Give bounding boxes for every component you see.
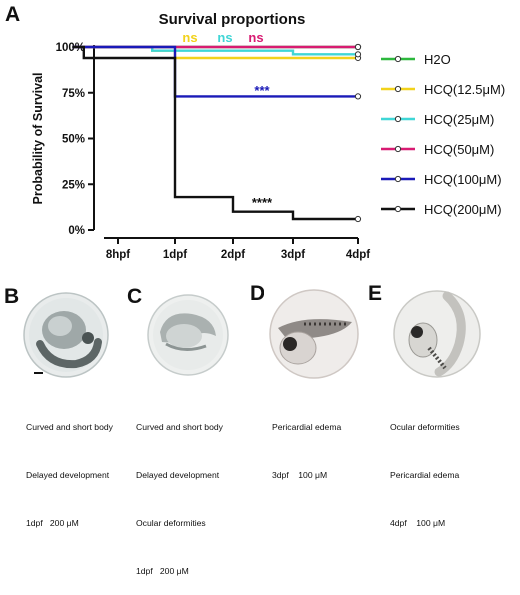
y-tick-label: 0% [68,225,85,237]
caption-line: Delayed development [26,470,110,480]
x-tick-label: 1dpf [163,249,187,261]
caption-line: Curved and short body [136,422,223,432]
y-tick-label: 25% [62,179,85,191]
x-tick-label: 3dpf [281,249,305,261]
caption-line: Ocular deformities [136,518,206,528]
series-line-6 [72,45,358,221]
caption-line: Delayed development [136,470,220,480]
embryo-photo-e [383,288,481,380]
panel-label-c: C [127,285,143,308]
legend-swatch-marker [394,175,402,183]
significance-label: ns [217,30,232,45]
caption-b: Curved and short body Delayed developmen… [26,387,113,547]
caption-line: Pericardial edema [272,422,342,432]
y-axis-label: Probability of Survival [31,73,45,205]
caption-line: 3dpf 100 μM [272,470,328,480]
legend-label: HCQ(12.5μM) [424,82,505,97]
series-end-marker [354,93,362,100]
embryo-photo-d [264,288,362,380]
caption-line: Curved and short body [26,422,113,432]
significance-label: ns [248,30,263,45]
legend-swatch-marker [394,115,402,123]
caption-line: Pericardial edema [390,470,460,480]
legend-swatch-marker [394,55,402,63]
legend-label: HCQ(200μM) [424,202,502,217]
panel-label-a: A [5,3,21,26]
caption-c: Curved and short body Delayed developmen… [136,387,223,595]
legend-swatch-marker [394,205,402,213]
panel-label-e: E [368,282,383,305]
legend-label: H2O [424,52,451,67]
legend-label: HCQ(100μM) [424,172,502,187]
panel-label-d: D [250,282,266,305]
chart-title: Survival proportions [159,11,306,28]
legend-label: HCQ(50μM) [424,142,494,157]
series-line-2 [72,45,358,60]
x-tick-label: 2dpf [221,249,245,261]
series-end-marker [354,215,362,223]
embryo-photo-c [144,292,242,380]
caption-line: 1dpf 200 μM [136,566,189,576]
legend-swatch-marker [394,85,402,93]
x-tick-label: 8hpf [106,249,130,261]
significance-label: ns [182,30,197,45]
y-tick-label: 50% [62,134,85,146]
x-tick-label: 4dpf [346,249,370,261]
caption-d: Pericardial edema 3dpf 100 μM [272,387,341,499]
significance-label: **** [252,195,273,210]
y-tick-label: 100% [56,42,85,54]
caption-line: Ocular deformities [390,422,460,432]
caption-line: 4dpf 100 μM [390,518,446,528]
significance-label: *** [254,83,270,98]
legend-label: HCQ(25μM) [424,112,494,127]
survival-chart: Survival proportions 0% 25% 50% 75% 100% 8hpf 1… [31,11,505,261]
embryo-photo-b [20,292,118,380]
y-tick-label: 75% [62,88,85,100]
panel-label-b: B [4,285,20,308]
caption-e: Ocular deformities Pericardial edema 4dp… [390,387,460,547]
series-end-marker [354,43,362,51]
caption-line: 1dpf 200 μM [26,518,79,528]
series-end-marker [354,51,362,58]
legend-swatch-marker [394,145,402,153]
